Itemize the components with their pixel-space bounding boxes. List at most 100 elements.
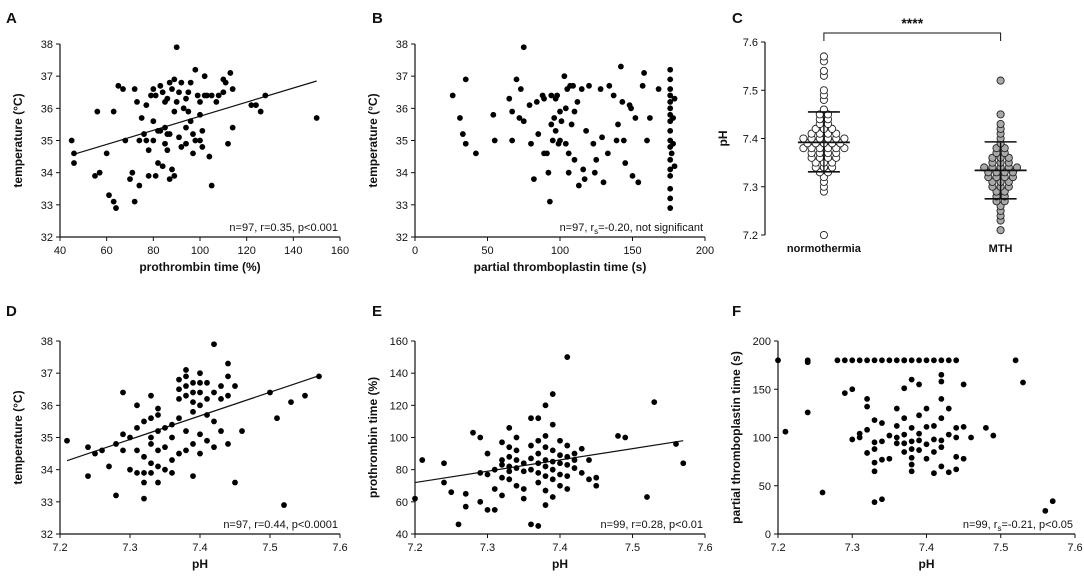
data-point <box>667 205 674 211</box>
y-tick-label: 34 <box>41 465 53 477</box>
data-point <box>183 124 189 131</box>
data-point <box>262 92 269 99</box>
data-point <box>176 134 182 141</box>
data-point <box>152 172 159 179</box>
data-point <box>542 487 549 494</box>
data-point <box>628 105 634 112</box>
data-point <box>908 454 915 461</box>
data-point <box>916 357 922 364</box>
data-point <box>197 450 203 457</box>
data-point <box>192 66 199 73</box>
data-point <box>185 108 192 115</box>
data-point <box>187 79 194 86</box>
data-point <box>491 137 498 144</box>
data-point <box>849 386 856 393</box>
data-point <box>208 182 215 189</box>
data-point <box>549 458 556 465</box>
data-point <box>916 447 922 453</box>
data-point <box>864 450 870 456</box>
data-point <box>620 137 627 144</box>
data-point <box>667 86 674 92</box>
data-point <box>667 92 674 99</box>
data-point <box>169 457 175 463</box>
y-axis-label: prothrombin time (%) <box>366 377 380 498</box>
data-point <box>143 102 150 109</box>
data-point <box>520 495 527 502</box>
y-tick-label: 40 <box>396 529 408 541</box>
data-point <box>190 131 196 137</box>
data-point <box>232 479 238 486</box>
data-point <box>183 373 189 380</box>
data-point <box>499 457 505 463</box>
data-point <box>211 444 217 451</box>
y-tick-label: 120 <box>390 400 408 412</box>
data-point <box>127 176 133 183</box>
data-point <box>169 166 175 173</box>
data-point <box>908 438 915 445</box>
data-point <box>257 108 264 115</box>
data-point <box>568 121 575 128</box>
data-point <box>218 396 224 402</box>
data-point <box>99 447 105 454</box>
data-point <box>85 473 91 479</box>
data-point <box>840 134 849 143</box>
data-point <box>542 432 549 439</box>
data-point <box>945 469 952 476</box>
data-point <box>225 360 231 367</box>
data-point <box>996 119 1005 129</box>
data-point <box>549 421 556 428</box>
data-point <box>680 460 687 467</box>
x-tick-label: 7.6 <box>697 542 712 554</box>
data-point <box>484 506 491 513</box>
data-point <box>253 102 259 109</box>
data-point <box>849 357 856 364</box>
y-tick-label: 38 <box>396 39 408 51</box>
data-point <box>619 99 626 105</box>
data-point <box>535 479 542 486</box>
y-tick-label: 38 <box>41 336 53 348</box>
data-point <box>227 70 234 76</box>
panel-label: D <box>6 303 17 320</box>
data-point <box>520 118 527 125</box>
x-tick-label: 7.6 <box>1067 542 1082 554</box>
data-point <box>120 431 126 438</box>
data-point <box>477 498 484 505</box>
data-point <box>548 121 555 128</box>
data-point <box>945 405 952 412</box>
data-point <box>908 376 915 383</box>
x-tick-label: 7.3 <box>122 542 137 554</box>
data-point <box>615 121 621 128</box>
data-point <box>509 108 516 115</box>
data-point <box>667 99 674 105</box>
data-point <box>960 455 967 462</box>
data-point <box>561 73 568 80</box>
data-point <box>127 434 133 441</box>
data-point <box>901 415 908 422</box>
x-axis-label: pH <box>919 557 935 571</box>
data-point <box>570 82 576 89</box>
data-point <box>197 431 203 438</box>
data-point <box>606 82 613 89</box>
data-point <box>145 147 152 154</box>
data-point <box>554 92 560 99</box>
regression-line <box>71 80 317 156</box>
data-point <box>197 389 203 396</box>
data-point <box>183 392 189 399</box>
data-point <box>651 399 658 406</box>
data-point <box>499 461 505 468</box>
x-tick-label: 160 <box>331 245 349 257</box>
data-point <box>120 389 126 396</box>
data-point <box>841 390 848 397</box>
data-point <box>841 357 848 364</box>
data-point <box>782 428 789 435</box>
data-point <box>819 52 828 61</box>
data-point <box>131 86 138 92</box>
data-point <box>581 176 588 183</box>
y-tick-label: 34 <box>396 168 408 180</box>
data-point <box>819 86 828 95</box>
data-point <box>115 82 122 89</box>
y-axis-label: temperature (°C) <box>366 93 380 187</box>
data-point <box>419 457 426 463</box>
data-point <box>120 447 126 454</box>
